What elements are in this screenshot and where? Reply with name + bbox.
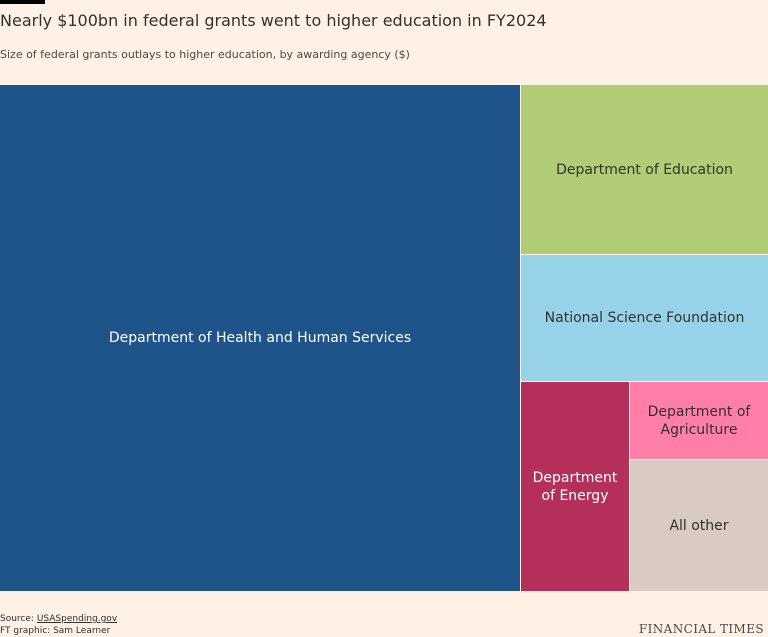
cell-label: National Science Foundation [544,310,745,326]
chart-title: Nearly $100bn in federal grants went to … [0,11,547,30]
cell-national-science-foundation: National Science Foundation [521,255,768,381]
cell-agriculture: Department of Agriculture [630,382,768,459]
cell-label: Department of Energy [532,469,618,504]
source-note: Source: USASpending.gov [0,614,117,624]
cell-label: All other [669,517,729,534]
source-prefix: Source: [0,614,37,624]
graphic-credit: FT graphic: Sam Learner [0,626,111,636]
cell-health-and-human-services: Department of Health and Human Services [0,85,520,591]
financial-times-logo: FINANCIAL TIMES [638,622,764,636]
ft-brand-bar [0,0,45,4]
cell-energy: Department of Energy [521,382,629,591]
source-link[interactable]: USASpending.gov [36,614,118,624]
cell-label: Department of Health and Human Services [108,330,412,346]
chart-subtitle: Size of federal grants outlays to higher… [0,48,410,61]
cell-label: Department of Agriculture [647,403,751,438]
cell-education: Department of Education [521,85,768,254]
cell-label: Department of Education [556,161,733,178]
cell-all-other: All other [630,460,768,591]
treemap-chart: Department of Health and Human Services D… [0,85,768,591]
